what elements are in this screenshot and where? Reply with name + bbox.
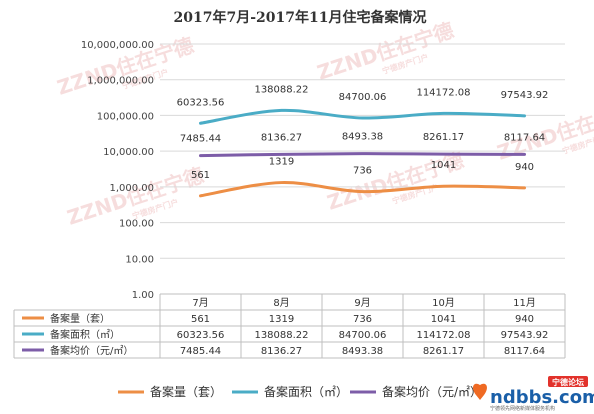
y-tick-label: 100.00	[119, 219, 154, 230]
data-label: 8261.17	[423, 132, 464, 143]
y-tick-label: 10,000,000.00	[81, 40, 154, 51]
table-cell: 114172.08	[416, 330, 470, 341]
legend-label: 备案面积（㎡）	[264, 384, 348, 399]
heart-icon	[473, 383, 487, 400]
table-row-label: 备案量（套）	[50, 312, 110, 325]
y-tick-label: 100,000.00	[97, 111, 154, 122]
legend-label: 备案量（套）	[150, 384, 222, 399]
y-tick-label: 1,000,000.00	[87, 76, 154, 87]
table-cell: 7485.44	[180, 346, 221, 357]
legend-label: 备案均价（元/㎡）	[382, 384, 482, 399]
table-cell: 138088.22	[254, 330, 308, 341]
series-line	[199, 152, 526, 158]
data-label: 1319	[269, 157, 294, 168]
chart-title: 2017年7月-2017年11月住宅备案情况	[174, 9, 427, 26]
table-cell: 8493.38	[342, 346, 383, 357]
x-tick-label: 10月	[432, 297, 455, 309]
data-label: 8136.27	[261, 132, 302, 143]
x-tick-label: 7月	[192, 297, 208, 309]
series-lines	[199, 108, 526, 198]
series-line	[199, 108, 526, 125]
brand-badge-bg	[548, 376, 588, 387]
watermark-en: ZZND	[314, 43, 381, 85]
table-row-label: 备案均价（元/㎡）	[50, 344, 133, 357]
x-tick-label: 8月	[273, 297, 289, 309]
watermark-en: ZZND	[324, 173, 391, 215]
data-label: 60323.56	[177, 97, 225, 108]
brand-name: ndbbs.com	[490, 387, 594, 408]
data-label: 114172.08	[416, 87, 470, 98]
table-cell: 8117.64	[504, 346, 545, 357]
data-label: 1041	[431, 160, 456, 171]
table-cell: 1319	[269, 314, 294, 325]
table-cell: 84700.06	[339, 330, 387, 341]
table-row-label: 备案面积（㎡）	[50, 328, 120, 341]
data-label: 561	[191, 170, 210, 181]
data-labels: 561 1319 736 1041 940 60323.56 138088.22 84700.…	[177, 84, 549, 180]
x-tick-label: 9月	[354, 297, 370, 309]
data-label: 8493.38	[342, 132, 383, 143]
data-label: 8117.64	[504, 132, 545, 143]
brand-badge: 宁德论坛	[552, 377, 584, 387]
table-cell: 561	[191, 314, 210, 325]
table-cell: 60323.56	[177, 330, 225, 341]
y-tick-label: 1.00	[132, 290, 154, 301]
x-tick-label: 11月	[513, 297, 536, 309]
data-label: 940	[515, 162, 534, 173]
series-line	[199, 181, 526, 198]
y-tick-label: 10,000.00	[103, 147, 154, 158]
data-label: 97543.92	[501, 90, 549, 101]
data-label: 736	[353, 166, 372, 177]
table-cell: 97543.92	[501, 330, 549, 341]
table-cell: 8136.27	[261, 346, 302, 357]
legend: 备案量（套） 备案面积（㎡） 备案均价（元/㎡）	[118, 384, 482, 399]
table-cell: 1041	[431, 314, 456, 325]
y-tick-label: 1,000.00	[109, 183, 154, 194]
brand-tagline: 宁德领先网络新媒体服务机构	[490, 405, 555, 412]
table-cell: 736	[353, 314, 372, 325]
table-cell: 940	[515, 314, 534, 325]
data-label: 138088.22	[254, 84, 308, 95]
y-tick-label: 10.00	[125, 254, 154, 265]
table-cell: 8261.17	[423, 346, 464, 357]
data-label: 7485.44	[180, 134, 221, 145]
y-axis: 1.00 10.00 100.00 1,000.00 10,000.00 100,000.…	[81, 40, 154, 301]
watermark-en: ZZND	[494, 123, 561, 165]
data-label: 84700.06	[339, 92, 387, 103]
